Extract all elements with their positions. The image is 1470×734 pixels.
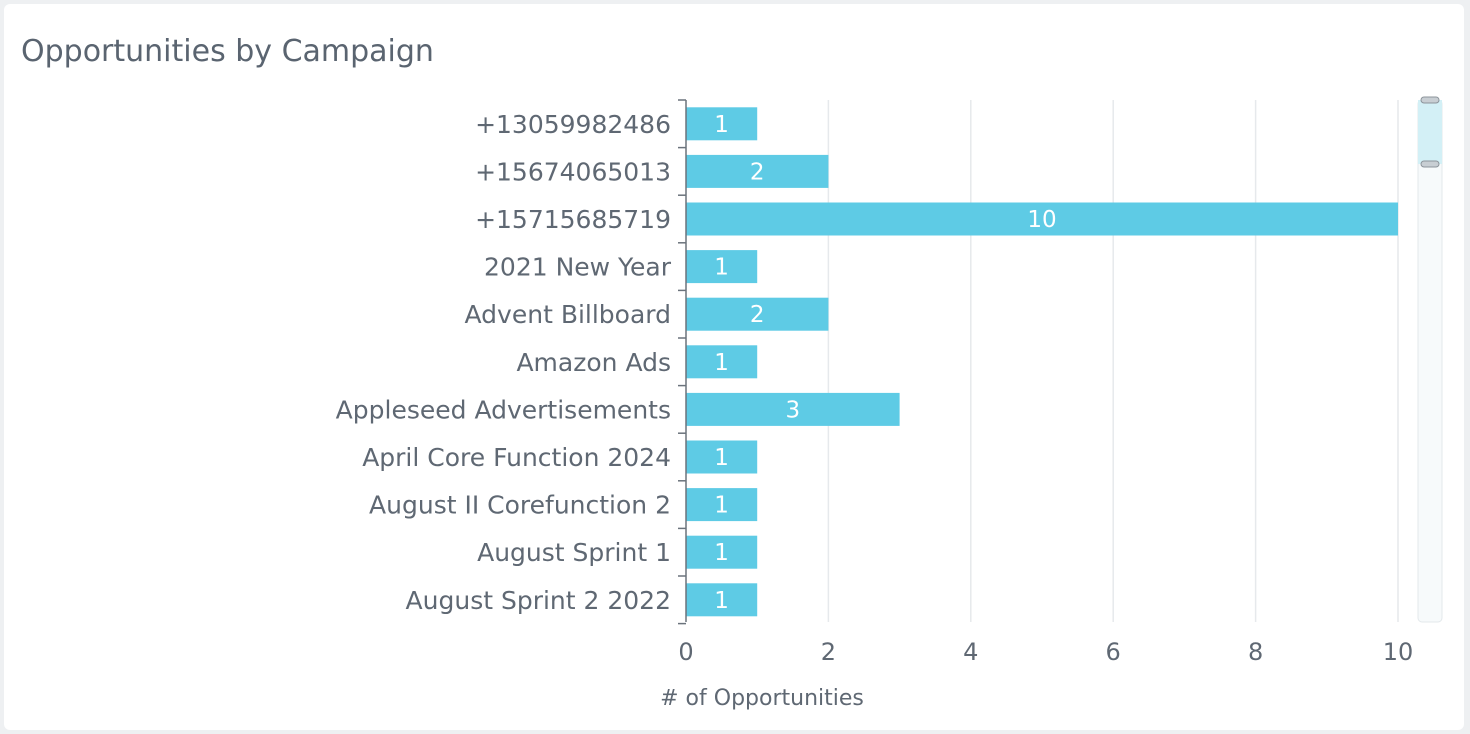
bar[interactable] xyxy=(686,345,758,379)
gridlines xyxy=(827,100,1399,622)
bar-value-label: 1 xyxy=(714,588,729,614)
bar[interactable] xyxy=(686,488,758,522)
bar-value-label: 2 xyxy=(750,159,765,185)
bar-value-label: 10 xyxy=(1027,207,1056,233)
bar[interactable] xyxy=(686,154,829,188)
scrollbar-handle-bottom[interactable] xyxy=(1420,160,1440,168)
bar-value-label: 1 xyxy=(714,540,729,566)
chart-title: Opportunities by Campaign xyxy=(21,34,434,69)
x-axis-title: # of Opportunities xyxy=(660,686,864,711)
category-label: Advent Billboard xyxy=(465,300,671,329)
x-tick-label-0: 0 xyxy=(678,638,693,666)
category-label: +15715685719 xyxy=(475,205,671,234)
bar[interactable] xyxy=(686,250,758,284)
x-tick-label-8: 8 xyxy=(1248,638,1263,666)
bar[interactable] xyxy=(686,297,829,331)
bar-value-label: 2 xyxy=(750,302,765,328)
bar-value-label: 1 xyxy=(714,493,729,519)
bar-value-label: 1 xyxy=(714,350,729,376)
category-label: August Sprint 1 xyxy=(477,538,671,567)
bar[interactable] xyxy=(686,535,758,569)
axes: 0 2 4 6 8 10 # of Opportunities +13059982486 +15… xyxy=(336,99,1414,711)
category-label: Amazon Ads xyxy=(516,348,671,377)
x-tick-label-6: 6 xyxy=(1106,638,1121,666)
scrollbar[interactable] xyxy=(1417,96,1443,623)
category-label: Appleseed Advertisements xyxy=(336,395,671,424)
category-label: August Sprint 2 2022 xyxy=(406,586,671,615)
bar[interactable] xyxy=(686,107,758,141)
x-tick-label-4: 4 xyxy=(963,638,978,666)
category-label: +13059982486 xyxy=(475,110,671,139)
bar-value-label: 3 xyxy=(785,397,800,423)
bar-value-label: 1 xyxy=(714,255,729,281)
bar-value-label: 1 xyxy=(714,112,729,138)
category-label: 2021 New Year xyxy=(484,253,672,282)
category-label: April Core Function 2024 xyxy=(362,443,671,472)
scrollbar-handle-top[interactable] xyxy=(1420,96,1440,104)
bar[interactable] xyxy=(686,392,900,426)
scrollbar-thumb[interactable] xyxy=(1418,100,1442,164)
scrollbar-track[interactable] xyxy=(1417,99,1443,623)
bar[interactable] xyxy=(686,440,758,474)
bar[interactable] xyxy=(686,583,758,617)
bar-value-label: 1 xyxy=(714,445,729,471)
x-tick-label-10: 10 xyxy=(1383,638,1414,666)
bar[interactable] xyxy=(686,202,1398,236)
category-label: August II Corefunction 2 xyxy=(369,491,671,520)
category-label: +15674065013 xyxy=(475,157,671,186)
x-tick-label-2: 2 xyxy=(821,638,836,666)
